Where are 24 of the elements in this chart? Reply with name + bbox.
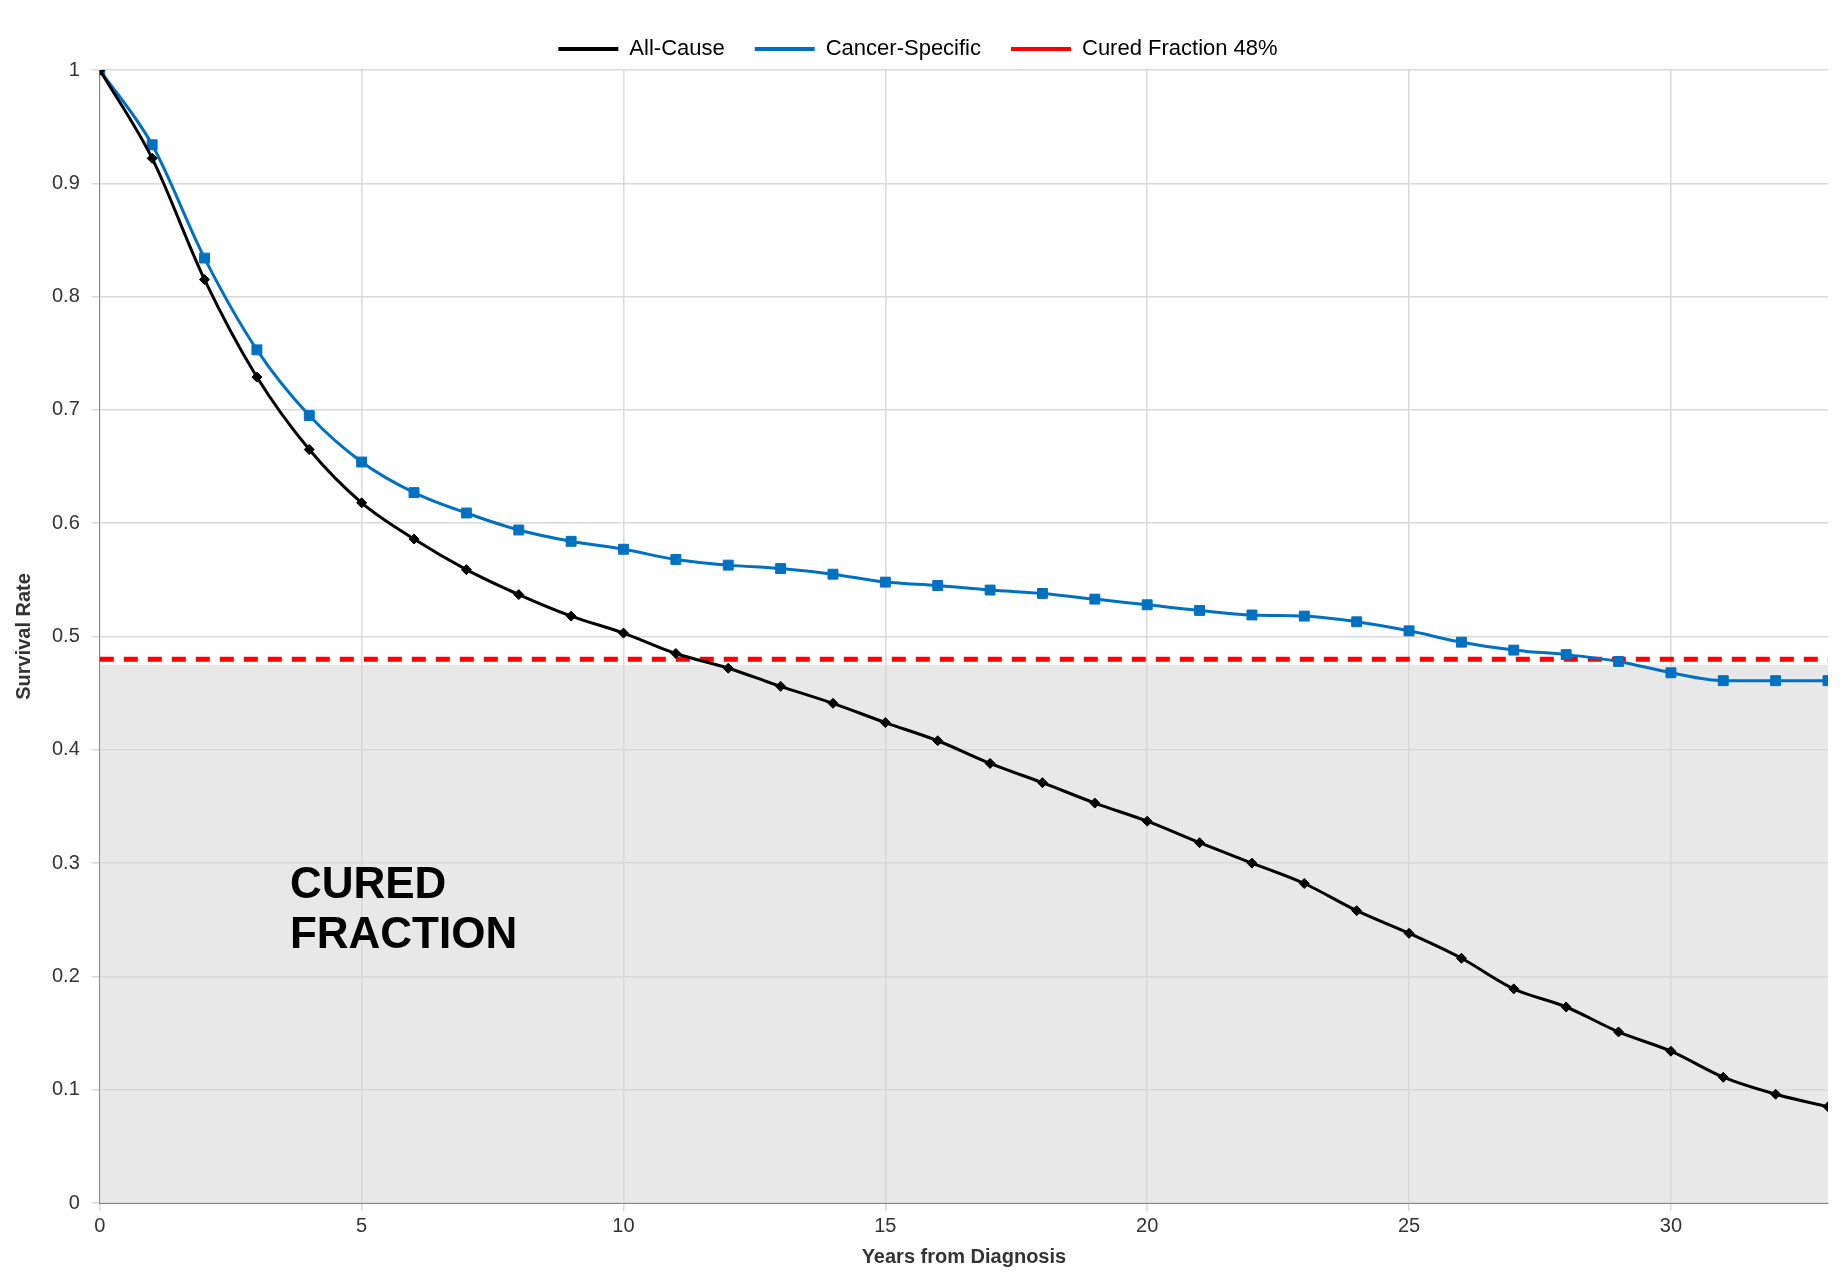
y-tick-label: 0.3	[51, 850, 80, 873]
x-tick-label: 15	[874, 1213, 897, 1236]
x-tick-label: 10	[612, 1213, 635, 1236]
y-tick-label: 0.6	[51, 510, 80, 533]
band-label: CURED FRACTION	[289, 858, 518, 958]
y-tick-label: 0	[68, 1190, 80, 1213]
x-axis-title: Years from Diagnosis	[861, 1244, 1067, 1267]
x-tick-label: 30	[1659, 1213, 1683, 1236]
y-tick-label: 0.5	[51, 624, 80, 647]
x-tick-label: 0	[94, 1213, 106, 1236]
x-tick-label: 20	[1136, 1213, 1159, 1236]
legend-label: Cancer-Specific	[825, 35, 981, 61]
y-tick-label: 0.4	[51, 737, 80, 760]
legend-label: Cured Fraction 48%	[1082, 35, 1278, 61]
y-tick-label: 0.8	[51, 284, 80, 307]
y-tick-label: 0.2	[51, 963, 80, 986]
y-tick-label: 0.9	[51, 170, 80, 193]
y-tick-label: 0.7	[51, 397, 80, 420]
y-axis-title: Survival Rate	[11, 573, 34, 700]
y-tick-label: 1	[68, 57, 80, 80]
y-tick-label: 0.1	[51, 1077, 80, 1100]
legend-label: All-Cause	[629, 35, 725, 61]
x-tick-label: 5	[356, 1213, 368, 1236]
x-tick-label: 25	[1397, 1213, 1421, 1236]
